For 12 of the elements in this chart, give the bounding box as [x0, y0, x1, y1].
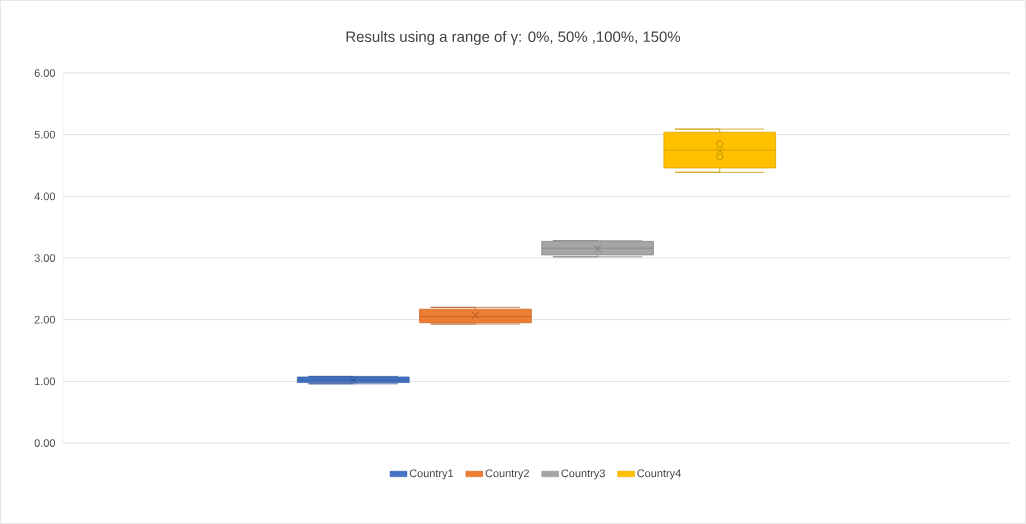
chart-title: Results using a range of γ: 0%, 50% ,100%, 150%	[346, 31, 681, 45]
y-tick-label: 4.00	[34, 192, 56, 201]
legend-label: Country3	[561, 469, 605, 480]
legend-label: Country1	[409, 469, 454, 480]
y-tick-label: 1.00	[34, 377, 56, 386]
y-tick-label: 0.00	[34, 439, 56, 447]
y-tick-label: 5.00	[34, 130, 56, 139]
y-tick-label: 6.00	[34, 69, 56, 77]
legend-label: Country2	[485, 469, 529, 480]
y-tick-label: 2.00	[34, 315, 56, 324]
y-tick-label: 3.00	[34, 254, 56, 262]
legend-label: Country4	[637, 469, 681, 480]
